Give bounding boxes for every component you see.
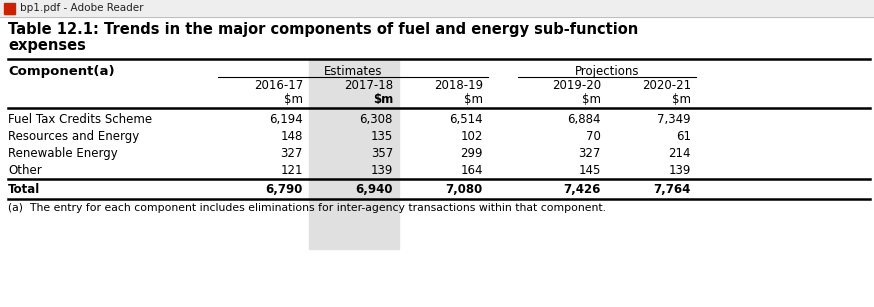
Text: 6,940: 6,940 <box>356 183 393 196</box>
Text: $m: $m <box>464 93 483 106</box>
Text: Projections: Projections <box>575 65 639 78</box>
Bar <box>0 0 874 17</box>
Text: 139: 139 <box>669 164 691 177</box>
Text: 357: 357 <box>371 147 393 160</box>
Text: 145: 145 <box>579 164 601 177</box>
Text: Component(a): Component(a) <box>8 65 114 78</box>
Text: 70: 70 <box>586 130 601 143</box>
Text: 214: 214 <box>669 147 691 160</box>
Text: $m: $m <box>582 93 601 106</box>
Text: 2016-17: 2016-17 <box>253 79 303 92</box>
Bar <box>309 59 399 249</box>
Text: 2017-18: 2017-18 <box>343 79 393 92</box>
Text: 2018-19: 2018-19 <box>434 79 483 92</box>
Text: (a)  The entry for each component includes eliminations for inter-agency transac: (a) The entry for each component include… <box>8 203 606 213</box>
Text: Estimates: Estimates <box>323 65 382 78</box>
Text: expenses: expenses <box>8 38 86 53</box>
Text: 7,426: 7,426 <box>564 183 601 196</box>
Text: 6,194: 6,194 <box>269 113 303 126</box>
Text: 2020-21: 2020-21 <box>642 79 691 92</box>
Text: $m: $m <box>672 93 691 106</box>
Text: Other: Other <box>8 164 42 177</box>
Text: 327: 327 <box>281 147 303 160</box>
Text: Table 12.1: Trends in the major components of fuel and energy sub-function: Table 12.1: Trends in the major componen… <box>8 22 638 37</box>
Text: Renewable Energy: Renewable Energy <box>8 147 118 160</box>
Text: 7,080: 7,080 <box>446 183 483 196</box>
Text: 2019-20: 2019-20 <box>551 79 601 92</box>
Bar <box>4 3 15 14</box>
Text: 6,884: 6,884 <box>567 113 601 126</box>
Text: 148: 148 <box>281 130 303 143</box>
Text: 164: 164 <box>461 164 483 177</box>
Text: 327: 327 <box>579 147 601 160</box>
Text: Total: Total <box>8 183 40 196</box>
Text: Resources and Energy: Resources and Energy <box>8 130 139 143</box>
Text: 139: 139 <box>371 164 393 177</box>
Text: 6,790: 6,790 <box>266 183 303 196</box>
Text: 6,514: 6,514 <box>449 113 483 126</box>
Text: 7,349: 7,349 <box>657 113 691 126</box>
Text: Fuel Tax Credits Scheme: Fuel Tax Credits Scheme <box>8 113 152 126</box>
Text: 102: 102 <box>461 130 483 143</box>
Text: 121: 121 <box>281 164 303 177</box>
Text: $m: $m <box>372 93 393 106</box>
Text: 61: 61 <box>676 130 691 143</box>
Text: bp1.pdf - Adobe Reader: bp1.pdf - Adobe Reader <box>20 3 143 13</box>
Text: 7,764: 7,764 <box>654 183 691 196</box>
Text: 299: 299 <box>461 147 483 160</box>
Text: $m: $m <box>284 93 303 106</box>
Text: 6,308: 6,308 <box>359 113 393 126</box>
Text: 135: 135 <box>371 130 393 143</box>
